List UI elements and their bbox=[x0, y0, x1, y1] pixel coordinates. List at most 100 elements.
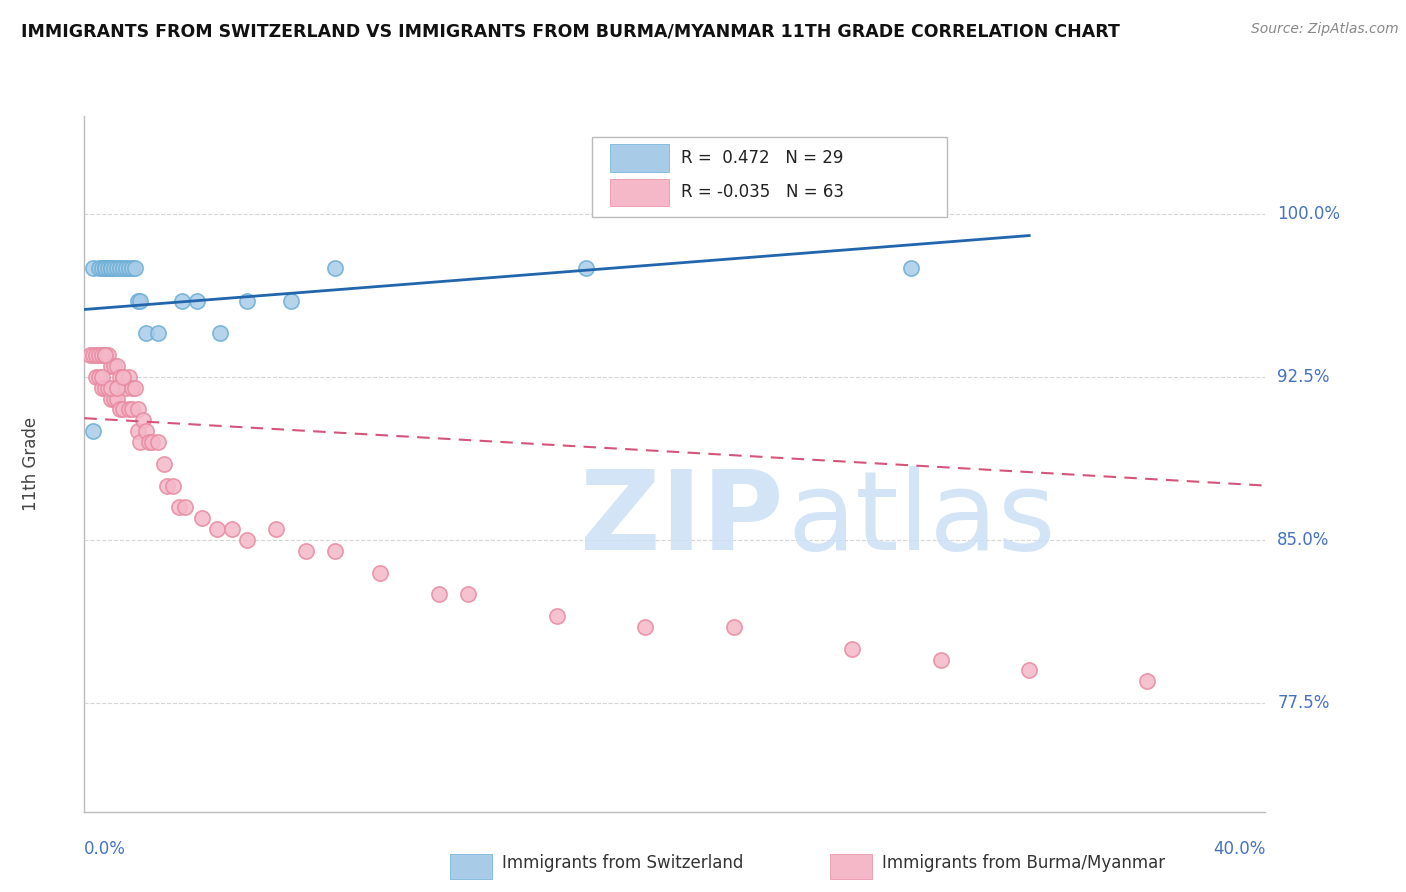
Point bbox=[368, 566, 391, 580]
Point bbox=[221, 522, 243, 536]
Point bbox=[105, 392, 128, 406]
Point bbox=[100, 261, 122, 276]
Point bbox=[97, 381, 120, 395]
Point bbox=[191, 511, 214, 525]
Point bbox=[84, 369, 107, 384]
Point bbox=[84, 348, 107, 362]
Point bbox=[114, 381, 136, 395]
Point bbox=[546, 609, 568, 624]
Point bbox=[148, 435, 170, 450]
Point bbox=[723, 620, 745, 634]
Point bbox=[108, 369, 131, 384]
Point bbox=[295, 543, 318, 558]
Point bbox=[94, 261, 117, 276]
Point bbox=[127, 293, 149, 308]
Point bbox=[91, 348, 114, 362]
Point bbox=[138, 435, 160, 450]
Text: atlas: atlas bbox=[787, 466, 1056, 573]
Point bbox=[929, 652, 952, 666]
Point bbox=[118, 402, 141, 417]
Point bbox=[575, 261, 598, 276]
Point bbox=[427, 587, 450, 601]
Text: Immigrants from Switzerland: Immigrants from Switzerland bbox=[502, 854, 744, 871]
Point bbox=[118, 369, 141, 384]
Point bbox=[129, 293, 152, 308]
Point bbox=[457, 587, 479, 601]
Point bbox=[94, 348, 117, 362]
Point bbox=[82, 424, 104, 438]
Point bbox=[82, 348, 104, 362]
Text: 100.0%: 100.0% bbox=[1277, 205, 1340, 223]
Point bbox=[170, 293, 193, 308]
Point bbox=[121, 381, 143, 395]
Point bbox=[87, 261, 111, 276]
Text: 77.5%: 77.5% bbox=[1277, 694, 1330, 712]
Point bbox=[124, 381, 146, 395]
Point bbox=[111, 369, 134, 384]
Point bbox=[118, 261, 141, 276]
Point bbox=[111, 369, 134, 384]
Point bbox=[124, 261, 146, 276]
Point bbox=[264, 522, 288, 536]
Point bbox=[841, 641, 863, 656]
Point bbox=[94, 261, 117, 276]
Point bbox=[94, 381, 117, 395]
Text: R = -0.035   N = 63: R = -0.035 N = 63 bbox=[681, 184, 844, 202]
FancyBboxPatch shape bbox=[592, 136, 946, 217]
Text: 11th Grade: 11th Grade bbox=[22, 417, 41, 511]
Point bbox=[186, 293, 208, 308]
Point bbox=[97, 348, 120, 362]
Text: 85.0%: 85.0% bbox=[1277, 531, 1330, 549]
Point bbox=[82, 261, 104, 276]
Point bbox=[105, 381, 128, 395]
Point bbox=[1136, 674, 1159, 689]
Point bbox=[127, 424, 149, 438]
Bar bbox=[610, 178, 669, 206]
Text: Immigrants from Burma/Myanmar: Immigrants from Burma/Myanmar bbox=[882, 854, 1164, 871]
Point bbox=[135, 326, 157, 341]
Point bbox=[103, 261, 125, 276]
Text: 0.0%: 0.0% bbox=[84, 839, 127, 857]
Point bbox=[323, 543, 347, 558]
Point bbox=[103, 359, 125, 373]
Point bbox=[148, 326, 170, 341]
Text: 92.5%: 92.5% bbox=[1277, 368, 1330, 386]
Point bbox=[100, 392, 122, 406]
Point bbox=[103, 392, 125, 406]
Point bbox=[108, 402, 131, 417]
Text: ZIP: ZIP bbox=[581, 466, 783, 573]
Bar bbox=[610, 144, 669, 171]
Point bbox=[105, 359, 128, 373]
Point bbox=[91, 261, 114, 276]
Point bbox=[127, 402, 149, 417]
Point bbox=[900, 261, 922, 276]
Point bbox=[105, 261, 128, 276]
Text: 40.0%: 40.0% bbox=[1213, 839, 1265, 857]
Point bbox=[135, 424, 157, 438]
Text: Source: ZipAtlas.com: Source: ZipAtlas.com bbox=[1251, 22, 1399, 37]
Point bbox=[323, 261, 347, 276]
Point bbox=[280, 293, 302, 308]
Point bbox=[141, 435, 163, 450]
Point bbox=[91, 381, 114, 395]
Point bbox=[87, 369, 111, 384]
Point bbox=[173, 500, 195, 515]
Point bbox=[235, 533, 259, 547]
Point bbox=[94, 348, 117, 362]
Point bbox=[634, 620, 657, 634]
Point bbox=[1018, 664, 1040, 678]
Point bbox=[100, 381, 122, 395]
Point bbox=[100, 359, 122, 373]
Point bbox=[91, 369, 114, 384]
Point bbox=[111, 261, 134, 276]
Point bbox=[97, 261, 120, 276]
Point bbox=[156, 478, 179, 492]
Point bbox=[162, 478, 184, 492]
Point bbox=[111, 402, 134, 417]
Point bbox=[153, 457, 176, 471]
Point bbox=[209, 326, 232, 341]
Point bbox=[121, 261, 143, 276]
Point bbox=[205, 522, 228, 536]
Point bbox=[100, 261, 122, 276]
Point bbox=[79, 348, 101, 362]
